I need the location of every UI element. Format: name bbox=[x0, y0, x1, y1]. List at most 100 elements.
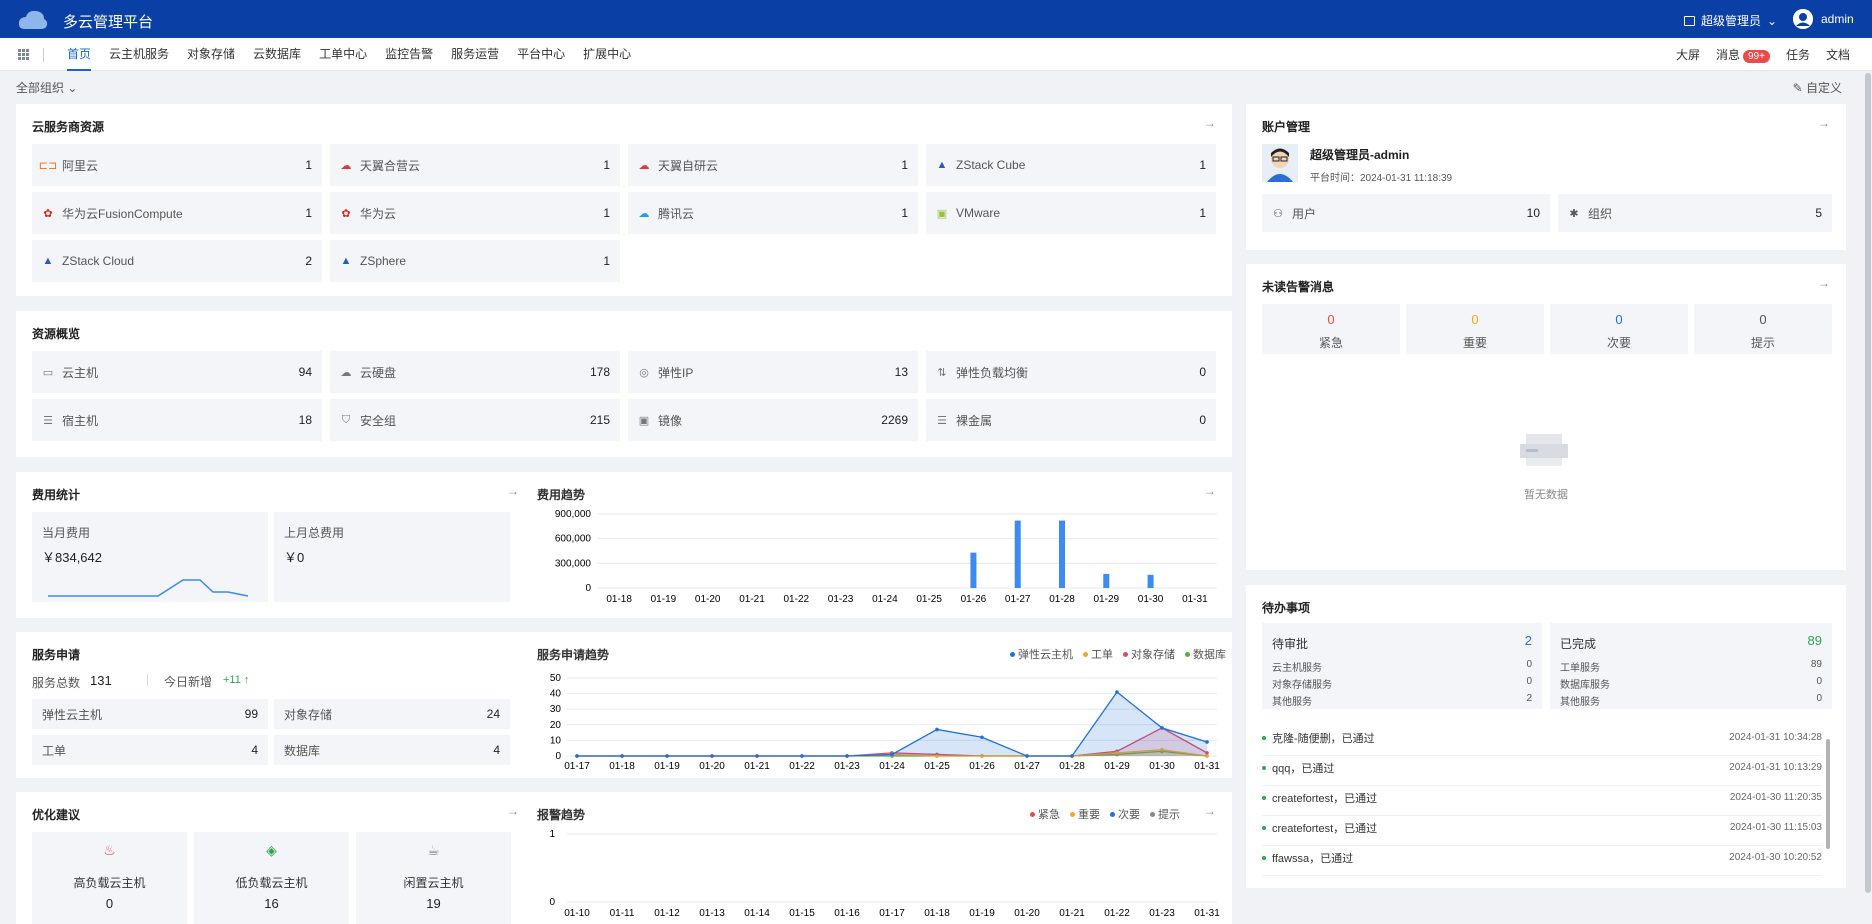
role-switcher[interactable]: 超级管理员 ⌄ bbox=[1684, 12, 1777, 29]
resource-count: 18 bbox=[298, 413, 312, 427]
provider-tile[interactable]: ⊏⊐ 阿里云 1 bbox=[32, 144, 322, 186]
alert-level-tile[interactable]: 0 重要 bbox=[1406, 304, 1544, 354]
current-cost-tile[interactable]: 当月费用 ￥834,642 bbox=[32, 512, 268, 602]
arrow-right-icon[interactable]: → bbox=[1204, 804, 1216, 818]
legend-item[interactable]: 提示 bbox=[1150, 806, 1180, 822]
provider-tile[interactable]: ☁ 腾讯云 1 bbox=[628, 192, 918, 234]
resource-tile[interactable]: ▣ 镜像 2269 bbox=[628, 399, 918, 441]
resource-tile[interactable]: ☁ 云硬盘 178 bbox=[330, 351, 620, 393]
customize-button[interactable]: ✎ 自定义 bbox=[1793, 79, 1842, 96]
todo-sub-count: 0 bbox=[1526, 659, 1532, 670]
org-selector[interactable]: 全部组织 ⌄ bbox=[16, 79, 77, 96]
provider-tile[interactable]: ▲ ZStack Cube 1 bbox=[926, 144, 1216, 186]
provider-tile[interactable]: ✿ 华为云FusionCompute 1 bbox=[32, 192, 322, 234]
todo-record[interactable]: createfortest，已通过 2024-01-30 11:20:35 bbox=[1262, 790, 1822, 816]
provider-count: 1 bbox=[901, 158, 908, 172]
legend-item[interactable]: 重要 bbox=[1070, 806, 1100, 822]
y-tick-label: 0 bbox=[585, 583, 591, 594]
legend-item[interactable]: 数据库 bbox=[1185, 646, 1226, 662]
service-tile[interactable]: 弹性云主机 99 bbox=[32, 699, 268, 729]
resource-tile[interactable]: ☰ 宿主机 18 bbox=[32, 399, 322, 441]
avatar bbox=[1793, 9, 1813, 29]
legend-item[interactable]: 对象存储 bbox=[1123, 646, 1175, 662]
pending-panel[interactable]: 待审批 2 云主机服务 0 对象存储服务 0 其他服务 2 bbox=[1262, 623, 1542, 709]
optimize-tile[interactable]: ♨ 高负载云主机 0 bbox=[32, 832, 187, 924]
page-scrollbar[interactable] bbox=[1864, 71, 1872, 924]
cloud-disk-icon: ☁ bbox=[340, 366, 352, 379]
alarm-legend: 紧急 重要 次要 提示 bbox=[1030, 806, 1180, 822]
todo-record[interactable]: ffawssa，已通过 2024-01-30 10:20:52 bbox=[1262, 850, 1822, 876]
nav-item[interactable]: 平台中心 bbox=[517, 47, 566, 61]
provider-tile[interactable]: ☁ 天翼自研云 1 bbox=[628, 144, 918, 186]
todo-record[interactable]: qqq，已通过 2024-01-31 10:13:29 bbox=[1262, 760, 1822, 786]
resource-tile[interactable]: ▭ 云主机 94 bbox=[32, 351, 322, 393]
orgs-tile[interactable]: ✱ 组织 5 bbox=[1558, 194, 1832, 232]
messages-link[interactable]: 消息 99+ bbox=[1716, 46, 1770, 63]
last-cost-tile[interactable]: 上月总费用 ￥0 bbox=[274, 512, 510, 602]
arrow-right-icon[interactable]: → bbox=[1204, 484, 1216, 498]
provider-tile[interactable]: ▲ ZSphere 1 bbox=[330, 240, 620, 282]
legend-item[interactable]: 工单 bbox=[1083, 646, 1113, 662]
record-time: 2024-01-30 10:20:52 bbox=[1729, 852, 1822, 863]
legend-item[interactable]: 紧急 bbox=[1030, 806, 1060, 822]
current-cost-value: ￥834,642 bbox=[42, 550, 102, 565]
records-scrollbar[interactable] bbox=[1826, 739, 1830, 849]
cost-trend-chart: 0 300,000 600,000 900,000 01-18 01-19 01-20 01-… bbox=[555, 509, 1217, 605]
resource-tile[interactable]: ◎ 弹性IP 13 bbox=[628, 351, 918, 393]
provider-name: 腾讯云 bbox=[658, 206, 695, 221]
service-name: 数据库 bbox=[284, 743, 321, 758]
drop-icon: ◈ bbox=[266, 842, 277, 858]
apps-grid-icon[interactable] bbox=[18, 49, 29, 60]
todo-record[interactable]: createfortest，已通过 2024-01-30 11:15:03 bbox=[1262, 820, 1822, 846]
nav-item[interactable]: 首页 bbox=[58, 38, 100, 71]
provider-tile[interactable]: ☁ 天翼合营云 1 bbox=[330, 144, 620, 186]
arrow-right-icon[interactable]: → bbox=[507, 804, 519, 818]
nav-item[interactable]: 云数据库 bbox=[253, 47, 302, 61]
provider-tile[interactable]: ▣ VMware 1 bbox=[926, 192, 1216, 234]
alert-count: 0 bbox=[1471, 312, 1479, 327]
nav-item[interactable]: 工单中心 bbox=[319, 47, 368, 61]
resource-tile[interactable]: ☰ 裸金属 0 bbox=[926, 399, 1216, 441]
y-tick-label: 40 bbox=[550, 689, 562, 700]
nav-item[interactable]: 服务运营 bbox=[451, 47, 500, 61]
arrow-right-icon[interactable]: → bbox=[1204, 116, 1216, 130]
nav-item[interactable]: 扩展中心 bbox=[583, 47, 632, 61]
arrow-right-icon[interactable]: → bbox=[507, 484, 519, 498]
legend-item[interactable]: 次要 bbox=[1110, 806, 1140, 822]
users-tile[interactable]: ⚇ 用户 10 bbox=[1262, 194, 1550, 232]
service-trend-title: 服务申请趋势 bbox=[537, 648, 610, 662]
provider-tile[interactable]: ▲ ZStack Cloud 2 bbox=[32, 240, 322, 282]
legend-label: 对象存储 bbox=[1131, 649, 1175, 661]
alert-level-tile[interactable]: 0 次要 bbox=[1550, 304, 1688, 354]
legend-item[interactable]: 弹性云主机 bbox=[1010, 646, 1073, 662]
optimize-tile[interactable]: ☕ 闲置云主机 19 bbox=[356, 832, 511, 924]
series-point bbox=[575, 754, 579, 758]
provider-name: 阿里云 bbox=[62, 158, 99, 173]
alert-level-tile[interactable]: 0 紧急 bbox=[1262, 304, 1400, 354]
resource-tile[interactable]: ⇅ 弹性负载均衡 0 bbox=[926, 351, 1216, 393]
provider-tile[interactable]: ✿ 华为云 1 bbox=[330, 192, 620, 234]
admin-avatar bbox=[1262, 144, 1298, 182]
arrow-right-icon[interactable]: → bbox=[1818, 276, 1830, 290]
app-title: 多云管理平台 bbox=[63, 14, 154, 31]
tasks-link[interactable]: 任务 bbox=[1785, 48, 1810, 62]
todo-sub-name: 云主机服务 bbox=[1272, 663, 1322, 674]
scrollbar-thumb[interactable] bbox=[1865, 73, 1871, 893]
user-menu[interactable]: admin bbox=[1793, 9, 1854, 29]
service-tile[interactable]: 工单 4 bbox=[32, 735, 268, 765]
alert-level-tile[interactable]: 0 提示 bbox=[1694, 304, 1832, 354]
nav-item[interactable]: 监控告警 bbox=[385, 47, 434, 61]
docs-link[interactable]: 文档 bbox=[1825, 48, 1850, 62]
optimize-tile[interactable]: ◈ 低负载云主机 16 bbox=[194, 832, 349, 924]
service-total-label: 服务总数 bbox=[32, 676, 81, 690]
service-tile[interactable]: 对象存储 24 bbox=[274, 699, 510, 729]
resource-tile[interactable]: ⛉ 安全组 215 bbox=[330, 399, 620, 441]
nav-item[interactable]: 云主机服务 bbox=[109, 47, 170, 61]
done-panel[interactable]: 已完成 89 工单服务 89 数据库服务 0 其他服务 0 bbox=[1550, 623, 1832, 709]
arrow-right-icon[interactable]: → bbox=[1818, 116, 1830, 130]
main-nav: 首页 云主机服务 对象存储 云数据库 工单中心 监控告警 服务运营 平台中心 扩展中心 大屏 消… bbox=[0, 38, 1872, 71]
todo-record[interactable]: 克隆-随便删，已通过 2024-01-31 10:34:28 bbox=[1262, 730, 1822, 756]
big-screen-link[interactable]: 大屏 bbox=[1675, 48, 1700, 62]
service-tile[interactable]: 数据库 4 bbox=[274, 735, 510, 765]
nav-item[interactable]: 对象存储 bbox=[187, 47, 236, 61]
